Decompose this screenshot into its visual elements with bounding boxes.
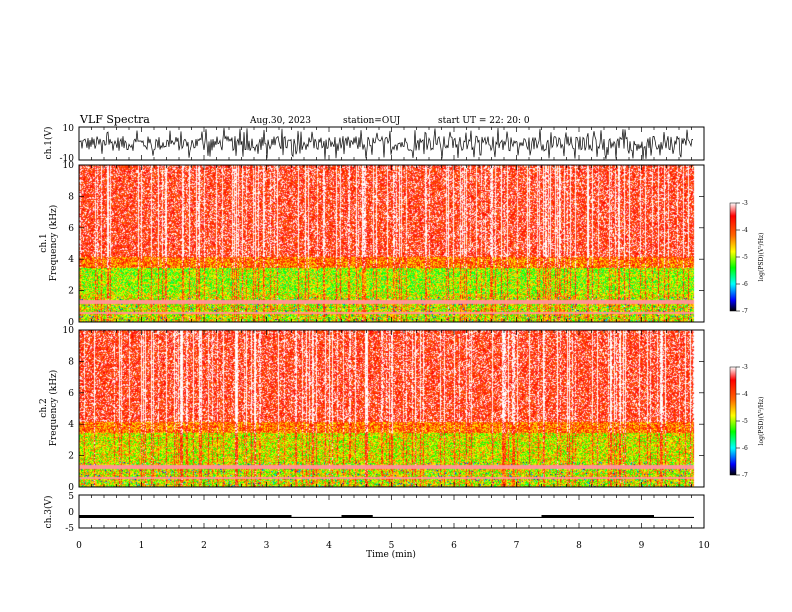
y-tick-label: 2 — [68, 452, 74, 462]
x-tick-label: 7 — [514, 541, 520, 551]
ch1-spec-xticks — [78, 165, 705, 322]
ch1-ytick-top: 10 — [63, 124, 75, 134]
cb-tick-label: -6 — [742, 445, 748, 452]
y-tick-label: 0 — [68, 318, 74, 328]
cb-tick-label: -3 — [742, 364, 748, 371]
ch2-spec-ylabel-top: ch.2 — [39, 398, 49, 417]
x-tick-label: 6 — [451, 541, 457, 551]
ch1-colorbar: -3 -4 -5 -6 -7 log(PSD)(V²/Hz) — [729, 200, 765, 315]
ch2-spec-yticks: 0 2 4 6 8 10 — [63, 326, 704, 493]
y-tick-label: 10 — [63, 326, 75, 336]
y-tick-label: 6 — [68, 224, 74, 234]
x-tick-label: 0 — [76, 541, 82, 551]
ch2-colorbar: -3 -4 -5 -6 -7 log(PSD)(V²/Hz) — [729, 364, 765, 479]
ch2-spectrogram-image — [79, 330, 704, 487]
ch1-waveform-line — [78, 127, 693, 160]
ch1-spectrogram-panel: 0 2 4 6 8 10 ch.1 Frequency (kHz) — [39, 161, 705, 328]
x-tick-label: 4 — [326, 541, 332, 551]
ch3-ytick-5: 5 — [68, 492, 74, 502]
ch3-panel: 5 0 -5 ch.3(V) 0 1 2 3 4 5 6 7 8 9 10 Time (min) — [43, 492, 710, 560]
ch2-spec-ylabel-bottom: Frequency (kHz) — [48, 370, 59, 447]
ch1-spec-yticks: 0 2 4 6 8 10 — [63, 161, 704, 328]
chart-title: VLF Spectra — [79, 113, 150, 126]
ch2-spectrogram-panel: 0 2 4 6 8 10 ch.2 Frequency (kHz) — [39, 326, 705, 493]
x-tick-label: 2 — [201, 541, 207, 551]
cb-tick-label: -7 — [742, 472, 748, 479]
ch1-ylabel: ch.1(V) — [43, 127, 54, 160]
y-tick-label: 0 — [68, 483, 74, 493]
ch3-ytick-neg5: -5 — [65, 524, 74, 534]
x-tick-label: 1 — [139, 541, 145, 551]
station-label: station=OUJ — [343, 116, 401, 126]
ch1-spectrogram-image — [79, 165, 704, 322]
cb-tick-label: -6 — [742, 281, 748, 288]
cb-tick-label: -4 — [742, 391, 748, 398]
cb-tick-label: -4 — [742, 227, 748, 234]
cb-tick-label: -5 — [742, 418, 748, 425]
y-tick-label: 8 — [68, 192, 74, 202]
ch2-colorbar-label: log(PSD)(V²/Hz) — [758, 397, 765, 446]
x-tick-label: 10 — [698, 541, 710, 551]
ch1-xticks — [78, 127, 705, 160]
x-tick-label: 9 — [639, 541, 645, 551]
date-label: Aug.30, 2023 — [249, 116, 311, 126]
x-tick-label: 3 — [264, 541, 270, 551]
x-tick-label: 8 — [576, 541, 582, 551]
x-axis-label: Time (min) — [366, 549, 416, 560]
cb-tick-label: -5 — [742, 254, 748, 261]
x-tick-label: 5 — [389, 541, 395, 551]
y-tick-label: 8 — [68, 357, 74, 367]
x-tick-labels: 0 1 2 3 4 5 6 7 8 9 10 — [76, 541, 710, 551]
y-tick-label: 4 — [68, 255, 74, 265]
ch3-ylabel: ch.3(V) — [43, 496, 54, 529]
start-ut-label: start UT = 22: 20: 0 — [438, 116, 530, 126]
ch1-spec-ylabel-bottom: Frequency (kHz) — [48, 205, 59, 282]
ch3-xticks — [78, 495, 705, 528]
y-tick-label: 10 — [63, 161, 75, 171]
y-tick-label: 4 — [68, 420, 74, 430]
y-tick-label: 2 — [68, 287, 74, 297]
cb-tick-label: -7 — [742, 308, 748, 315]
ch3-ytick-0: 0 — [68, 508, 74, 518]
y-tick-label: 6 — [68, 389, 74, 399]
ch1-ytick-bottom: -10 — [60, 154, 75, 164]
ch1-waveform-panel: 10 -10 ch.1(V) — [43, 124, 705, 164]
ch1-colorbar-label: log(PSD)(V²/Hz) — [758, 233, 765, 282]
ch3-signal-line — [79, 514, 694, 519]
ch1-spec-ylabel-top: ch.1 — [39, 233, 49, 252]
cb-tick-label: -3 — [742, 200, 748, 207]
ch2-spec-xticks — [78, 330, 705, 487]
